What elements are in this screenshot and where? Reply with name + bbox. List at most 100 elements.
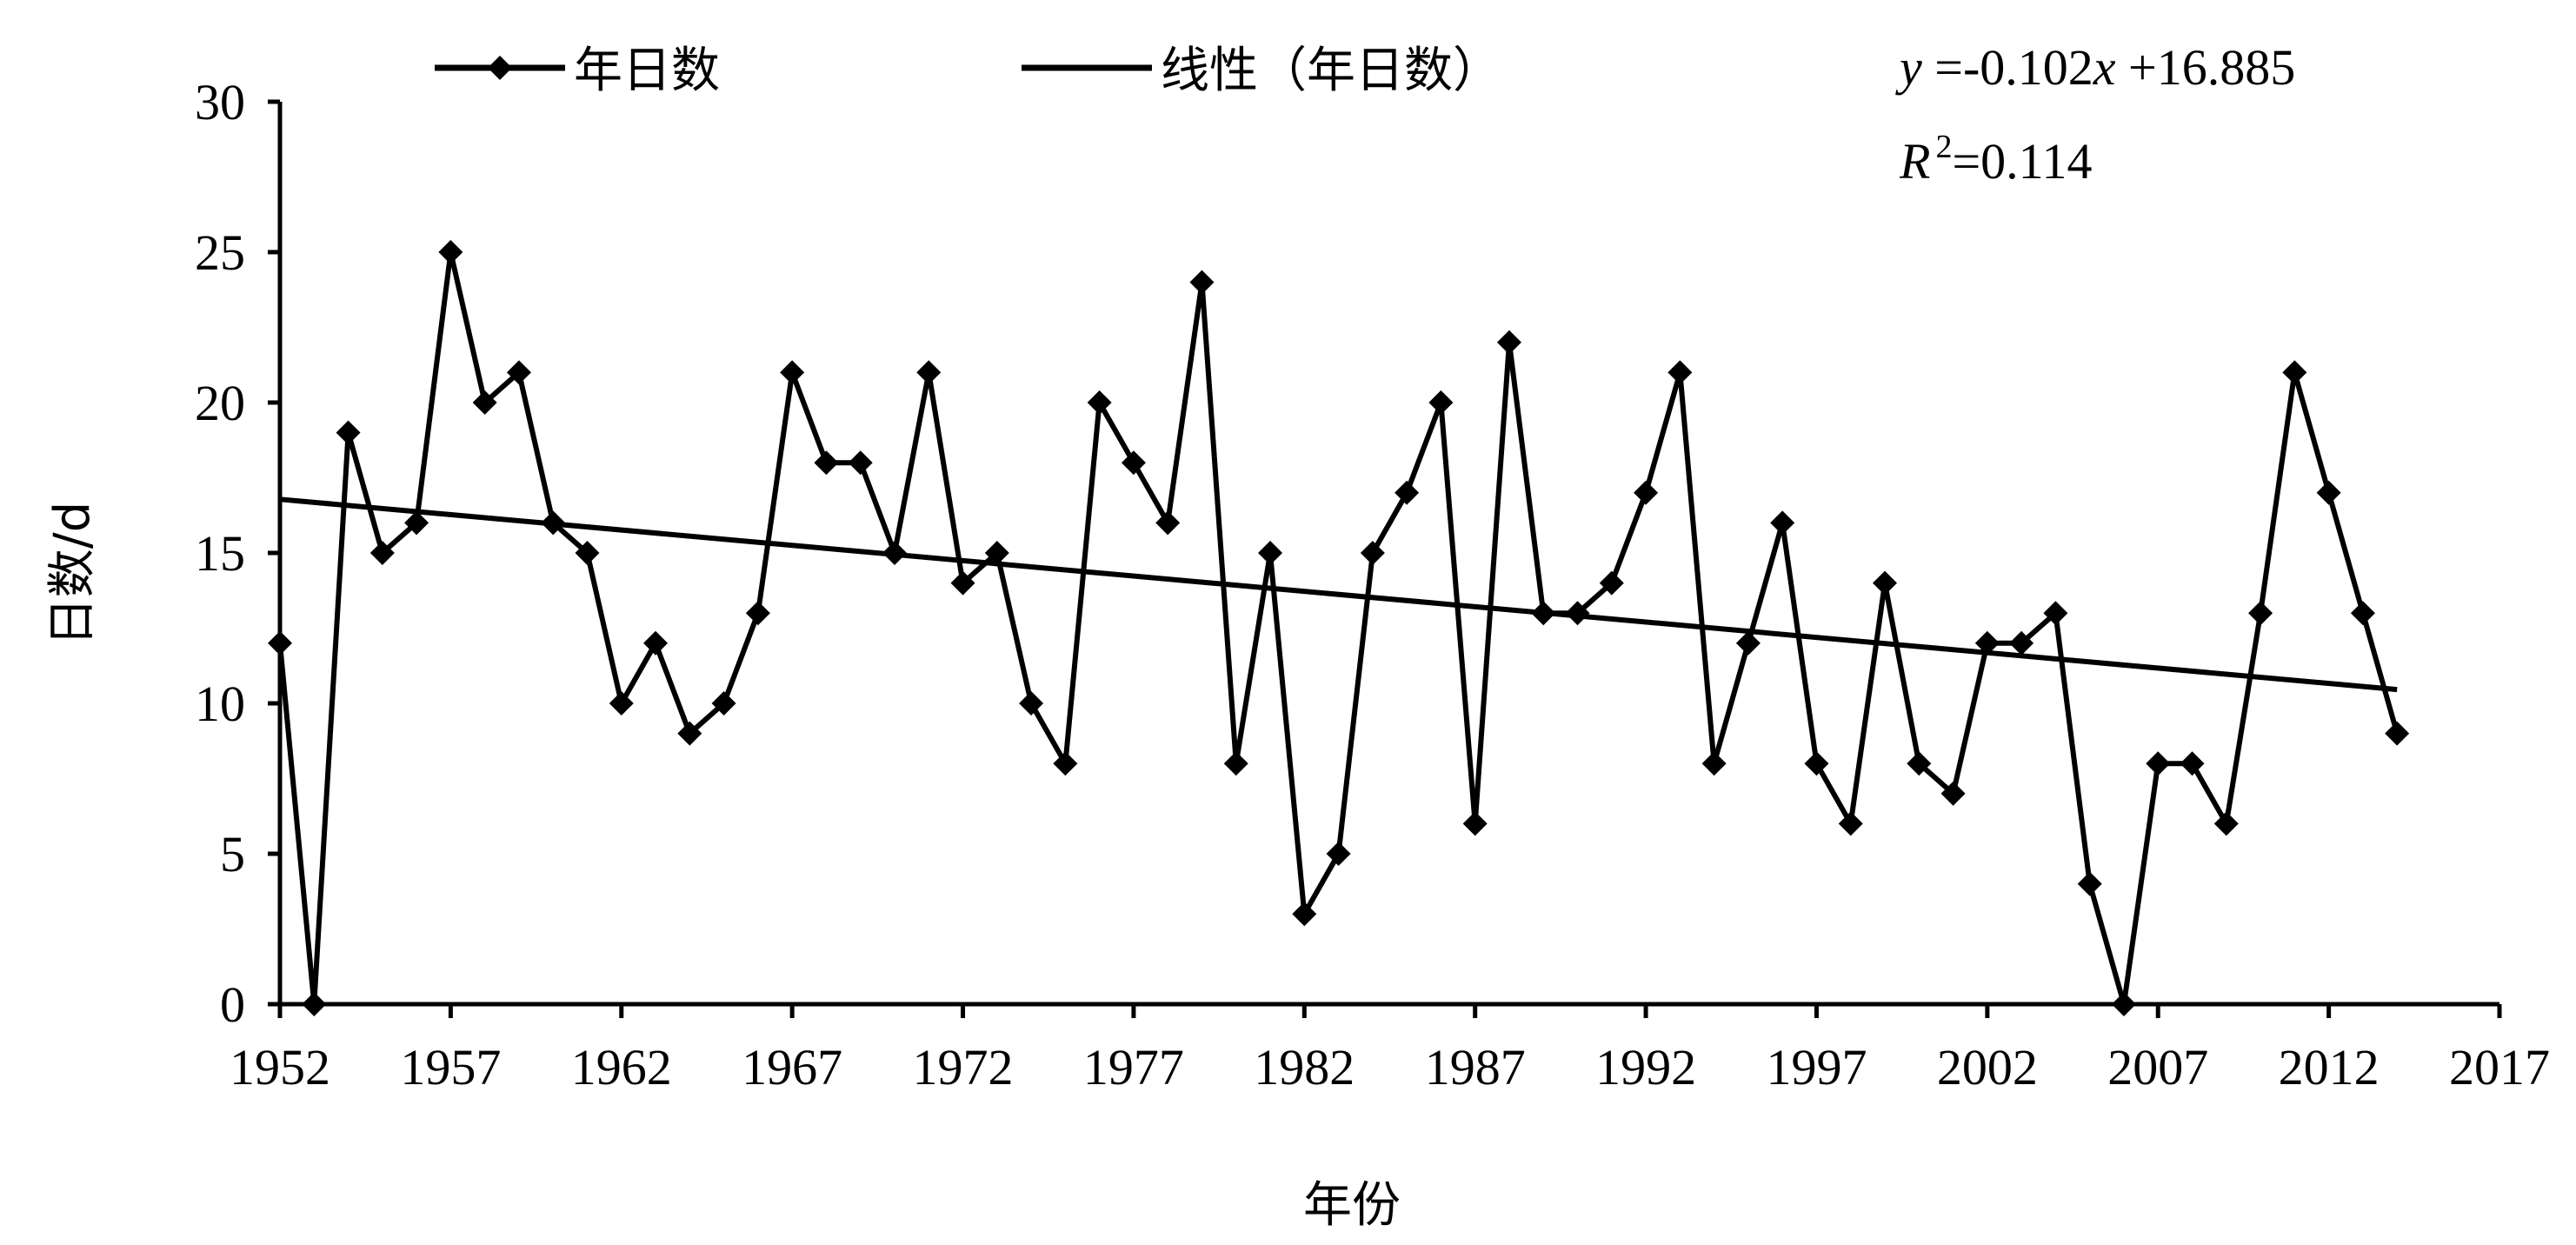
data-point-marker (916, 360, 942, 385)
data-point-marker (1770, 510, 1795, 536)
data-point-marker (1531, 601, 1556, 626)
data-point-marker (438, 240, 463, 264)
data-point-marker (541, 510, 566, 536)
r-squared-text: R 2=0.114 (1899, 129, 2093, 190)
data-point-marker (1907, 751, 1932, 776)
legend-series-label: 年日数 (574, 43, 720, 99)
data-point-marker (2350, 601, 2375, 626)
trendline-layer (279, 496, 2398, 693)
data-point-marker (2282, 360, 2307, 385)
data-point-marker (1395, 480, 1420, 505)
data-point-marker (882, 541, 907, 565)
data-point-marker (404, 510, 429, 536)
y-tick-label: 25 (195, 224, 245, 281)
data-point-marker (1019, 691, 1044, 716)
x-tick-label: 1997 (1766, 1039, 1867, 1095)
data-point-marker (1496, 330, 1521, 355)
data-point-marker (643, 630, 669, 656)
legend-trendline-label: 线性（年日数） (1161, 43, 1501, 99)
data-point-marker (2213, 811, 2239, 836)
data-point-marker (2111, 992, 2136, 1016)
y-tick-label: 0 (220, 976, 245, 1033)
x-tick-label: 1957 (400, 1039, 501, 1095)
equation-y-symbol: y (1895, 39, 1922, 96)
data-point-marker (2146, 751, 2171, 776)
y-tick-label: 10 (195, 676, 245, 732)
data-point-marker (2248, 601, 2273, 626)
r-squared-value: =0.114 (1952, 133, 2092, 190)
data-point-marker (336, 420, 361, 445)
x-tick-label: 1967 (742, 1039, 842, 1095)
data-point-marker (2043, 601, 2068, 626)
data-point-marker (506, 360, 531, 385)
data-point-marker (369, 541, 395, 565)
x-tick-label: 1987 (1425, 1039, 1526, 1095)
data-point-marker (848, 450, 873, 476)
data-point-marker (1223, 751, 1248, 776)
data-point-marker (1804, 751, 1829, 776)
x-tick-label: 1982 (1254, 1039, 1355, 1095)
x-tick-label: 1962 (571, 1039, 672, 1095)
data-point-marker (677, 721, 702, 746)
series-line (277, 251, 2400, 1005)
y-tick-label: 30 (195, 74, 245, 130)
data-point-marker (1940, 781, 1966, 806)
data-point-marker (1838, 811, 1863, 836)
data-point-marker (984, 541, 1009, 565)
data-point-marker (1462, 811, 1488, 836)
data-point-marker (1735, 630, 1761, 656)
legend: 年日数 线性（年日数） (435, 43, 1501, 99)
data-point-marker (1701, 751, 1727, 776)
x-axis-ticks: 1952 1957 1962 1967 1972 1977 1982 1987 1992 1997… (230, 1004, 2550, 1095)
data-point-marker (2077, 871, 2102, 896)
x-tick-label: 1977 (1083, 1039, 1184, 1095)
data-point-marker (1155, 510, 1181, 536)
data-point-marker (1360, 541, 1385, 565)
data-point-marker (2385, 721, 2410, 746)
y-tick-label: 15 (195, 525, 245, 582)
data-point-marker (780, 360, 805, 385)
data-point-marker (1565, 601, 1590, 626)
data-point-marker (1292, 902, 1317, 927)
data-point-marker (1326, 842, 1351, 866)
data-point-marker (1258, 541, 1283, 565)
x-axis-title: 年份 (1303, 1177, 1401, 1234)
data-point-marker (1189, 270, 1215, 295)
x-tick-label: 2002 (1937, 1039, 2038, 1095)
legend-item-trendline: 线性（年日数） (1022, 43, 1501, 99)
x-tick-label: 2012 (2279, 1039, 2380, 1095)
data-point-marker (814, 450, 839, 476)
data-point-marker (268, 630, 292, 656)
legend-item-series: 年日数 (435, 43, 720, 99)
x-tick-label: 1952 (230, 1039, 330, 1095)
data-point-marker (950, 570, 975, 596)
legend-series-marker (488, 56, 512, 80)
data-point-marker (609, 691, 634, 716)
series-layer (268, 240, 2410, 1016)
data-point-marker (302, 992, 327, 1016)
data-point-marker (1121, 450, 1146, 476)
data-point-marker (1428, 390, 1454, 415)
data-point-marker (1873, 570, 1898, 596)
x-tick-label: 2017 (2449, 1039, 2550, 1095)
y-tick-label: 20 (195, 375, 245, 431)
data-point-marker (1974, 630, 2000, 656)
equation-text: y =-0.102x +16.885 (1895, 39, 2295, 96)
trend-equation: y =-0.102x +16.885 R 2=0.114 (1895, 39, 2295, 190)
data-point-marker (711, 691, 736, 716)
equation-x-symbol: x (2093, 39, 2116, 96)
r-squared-superscript: 2 (1935, 129, 1952, 165)
x-tick-label: 1992 (1595, 1039, 1696, 1095)
y-axis-title: 日数/d (44, 502, 101, 646)
data-point-marker (1667, 360, 1693, 385)
data-point-marker (1634, 480, 1659, 505)
data-point-marker (2316, 480, 2341, 505)
trendline (279, 496, 2398, 693)
y-tick-label: 5 (220, 826, 245, 882)
data-point-marker (2009, 630, 2034, 656)
data-point-marker (1087, 390, 1112, 415)
data-point-marker (1053, 751, 1078, 776)
r-squared-letter: R (1899, 133, 1930, 190)
